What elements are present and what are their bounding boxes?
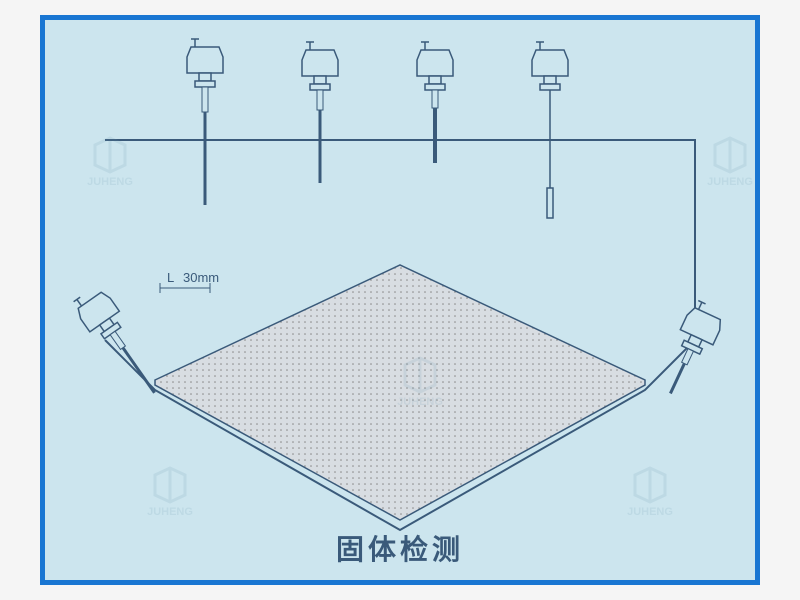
diagram-title: 固体检测 [336, 528, 464, 568]
diagram-inner: L 30mm 固体检测 JUHENGJUHENGJUHENGJUHENGJUHE… [45, 20, 755, 580]
diagram-svg [45, 20, 755, 580]
diagram-frame: L 30mm 固体检测 JUHENGJUHENGJUHENGJUHENGJUHE… [40, 15, 760, 585]
sensor-s6 [654, 299, 727, 401]
sensor-s4 [532, 42, 568, 218]
sensor-s1 [187, 39, 223, 205]
dimension-label-L: L [167, 270, 174, 285]
sensor-s2 [302, 42, 338, 183]
sensor-s3 [417, 42, 453, 163]
dimension-label-val: 30mm [183, 270, 219, 285]
material-pile [155, 265, 645, 520]
